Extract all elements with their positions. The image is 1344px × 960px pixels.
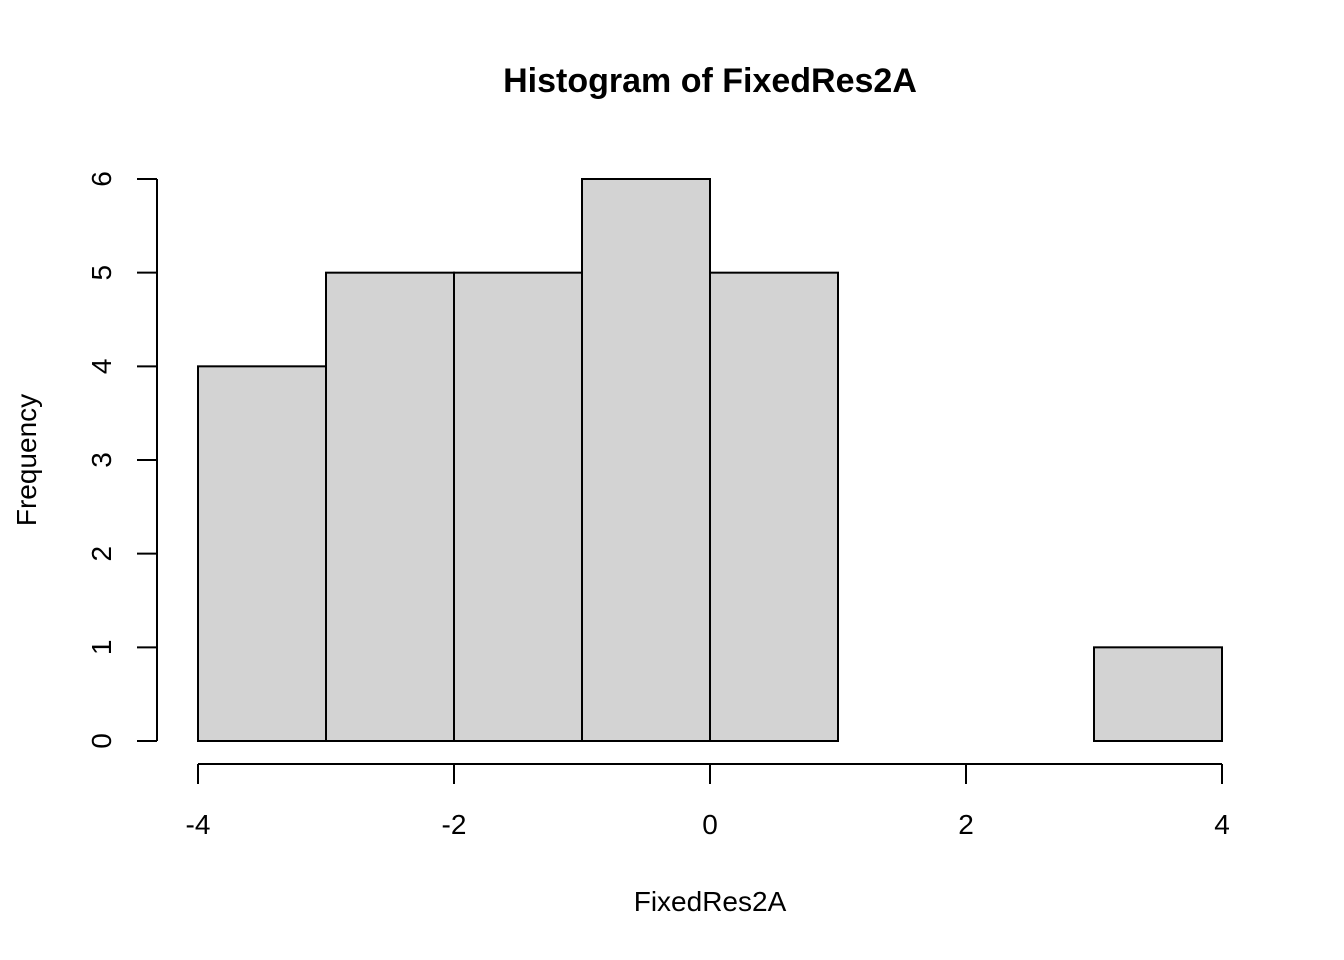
x-tick-label: 4: [1214, 809, 1230, 840]
x-axis: -4 -2 0 2 4: [186, 763, 1230, 840]
y-axis: 0 1 2 3 4 5 6: [86, 171, 158, 749]
y-tick-label: 1: [86, 640, 117, 656]
y-tick-label: 6: [86, 171, 117, 187]
x-axis-label: FixedRes2A: [634, 886, 787, 917]
bars-layer: [197, 178, 1223, 742]
x-tick-label: -2: [442, 809, 467, 840]
histogram-bar-1: [325, 271, 455, 742]
y-tick-label: 3: [86, 452, 117, 468]
y-tick-label: 4: [86, 359, 117, 375]
chart-title: Histogram of FixedRes2A: [503, 62, 917, 100]
histogram-bar-3: [581, 178, 711, 742]
histogram-bar-7: [1093, 646, 1223, 742]
y-axis-label: Frequency: [11, 394, 42, 526]
histogram-bar-2: [453, 271, 583, 742]
y-tick-label: 2: [86, 546, 117, 562]
y-tick-label: 5: [86, 265, 117, 281]
x-tick-label: 0: [702, 809, 718, 840]
x-tick-label: -4: [186, 809, 211, 840]
x-tick-label: 2: [958, 809, 974, 840]
histogram-bar-0: [197, 365, 327, 742]
y-tick-label: 0: [86, 733, 117, 749]
histogram-bar-4: [709, 271, 839, 742]
